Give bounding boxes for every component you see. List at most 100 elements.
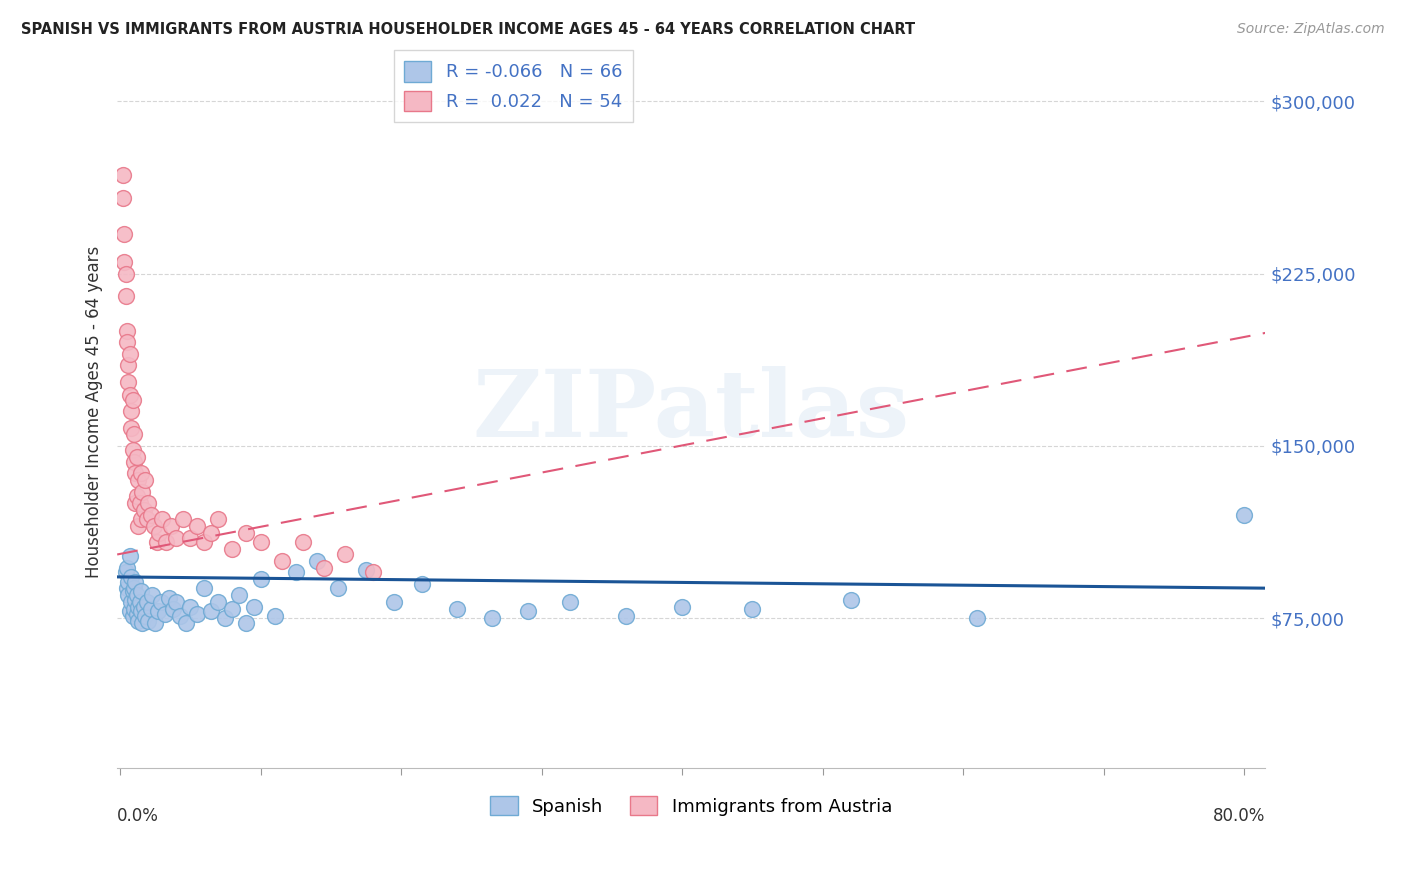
Point	[242, 599, 264, 614]
Point	[129, 583, 152, 598]
Point	[129, 604, 152, 618]
Point	[165, 595, 187, 609]
Point	[200, 526, 222, 541]
Point	[114, 289, 136, 303]
Point	[143, 615, 166, 630]
Point	[128, 496, 150, 510]
Point	[132, 599, 155, 614]
Text: SPANISH VS IMMIGRANTS FROM AUSTRIA HOUSEHOLDER INCOME AGES 45 - 64 YEARS CORRELA: SPANISH VS IMMIGRANTS FROM AUSTRIA HOUSE…	[21, 22, 915, 37]
Point	[118, 388, 141, 402]
Point	[118, 347, 141, 361]
Point	[135, 512, 157, 526]
Point	[135, 595, 157, 609]
Point	[127, 614, 149, 628]
Point	[150, 512, 173, 526]
Point	[122, 582, 145, 596]
Point	[291, 535, 314, 549]
Point	[111, 168, 134, 182]
Point	[117, 588, 139, 602]
Point	[142, 519, 165, 533]
Point	[117, 574, 139, 589]
Point	[112, 227, 135, 242]
Point	[333, 547, 356, 561]
Point	[446, 602, 468, 616]
Point	[186, 607, 208, 621]
Y-axis label: Householder Income Ages 45 - 64 years: Householder Income Ages 45 - 64 years	[86, 245, 103, 577]
Point	[214, 611, 236, 625]
Point	[966, 611, 988, 625]
Point	[120, 570, 142, 584]
Point	[270, 554, 292, 568]
Point	[124, 467, 146, 481]
Point	[558, 595, 581, 609]
Point	[159, 519, 181, 533]
Point	[221, 602, 243, 616]
Point	[118, 604, 141, 618]
Point	[207, 595, 229, 609]
Point	[193, 582, 215, 596]
Point	[117, 375, 139, 389]
Point	[361, 566, 384, 580]
Point	[235, 615, 257, 630]
Point	[139, 508, 162, 522]
Point	[162, 602, 184, 616]
Point	[179, 599, 201, 614]
Point	[125, 450, 148, 465]
Point	[249, 535, 271, 549]
Point	[145, 535, 167, 549]
Point	[249, 572, 271, 586]
Point	[120, 420, 142, 434]
Point	[186, 519, 208, 533]
Text: ZIPatlas: ZIPatlas	[472, 367, 910, 457]
Point	[839, 593, 862, 607]
Point	[112, 255, 135, 269]
Point	[114, 267, 136, 281]
Point	[124, 496, 146, 510]
Point	[614, 609, 637, 624]
Point	[132, 503, 155, 517]
Point	[129, 467, 152, 481]
Point	[671, 599, 693, 614]
Point	[121, 443, 143, 458]
Point	[165, 531, 187, 545]
Point	[115, 560, 138, 574]
Point	[114, 566, 136, 580]
Point	[124, 574, 146, 589]
Point	[179, 531, 201, 545]
Point	[146, 604, 169, 618]
Point	[411, 577, 433, 591]
Point	[115, 335, 138, 350]
Point	[228, 588, 250, 602]
Point	[136, 496, 159, 510]
Legend: Spanish, Immigrants from Austria: Spanish, Immigrants from Austria	[484, 789, 900, 822]
Point	[141, 588, 163, 602]
Point	[207, 512, 229, 526]
Point	[1233, 508, 1256, 522]
Point	[193, 535, 215, 549]
Point	[148, 526, 170, 541]
Point	[153, 607, 176, 621]
Point	[131, 615, 153, 630]
Point	[155, 535, 177, 549]
Point	[124, 593, 146, 607]
Point	[312, 560, 335, 574]
Point	[125, 490, 148, 504]
Point	[741, 602, 763, 616]
Point	[125, 607, 148, 621]
Point	[169, 609, 191, 624]
Point	[120, 595, 142, 609]
Point	[131, 484, 153, 499]
Point	[134, 609, 156, 624]
Point	[121, 392, 143, 407]
Point	[127, 599, 149, 614]
Point	[115, 582, 138, 596]
Text: 0.0%: 0.0%	[117, 807, 159, 825]
Point	[121, 583, 143, 598]
Point	[122, 455, 145, 469]
Point	[382, 595, 405, 609]
Point	[118, 549, 141, 564]
Point	[117, 359, 139, 373]
Point	[125, 588, 148, 602]
Point	[172, 512, 194, 526]
Point	[200, 604, 222, 618]
